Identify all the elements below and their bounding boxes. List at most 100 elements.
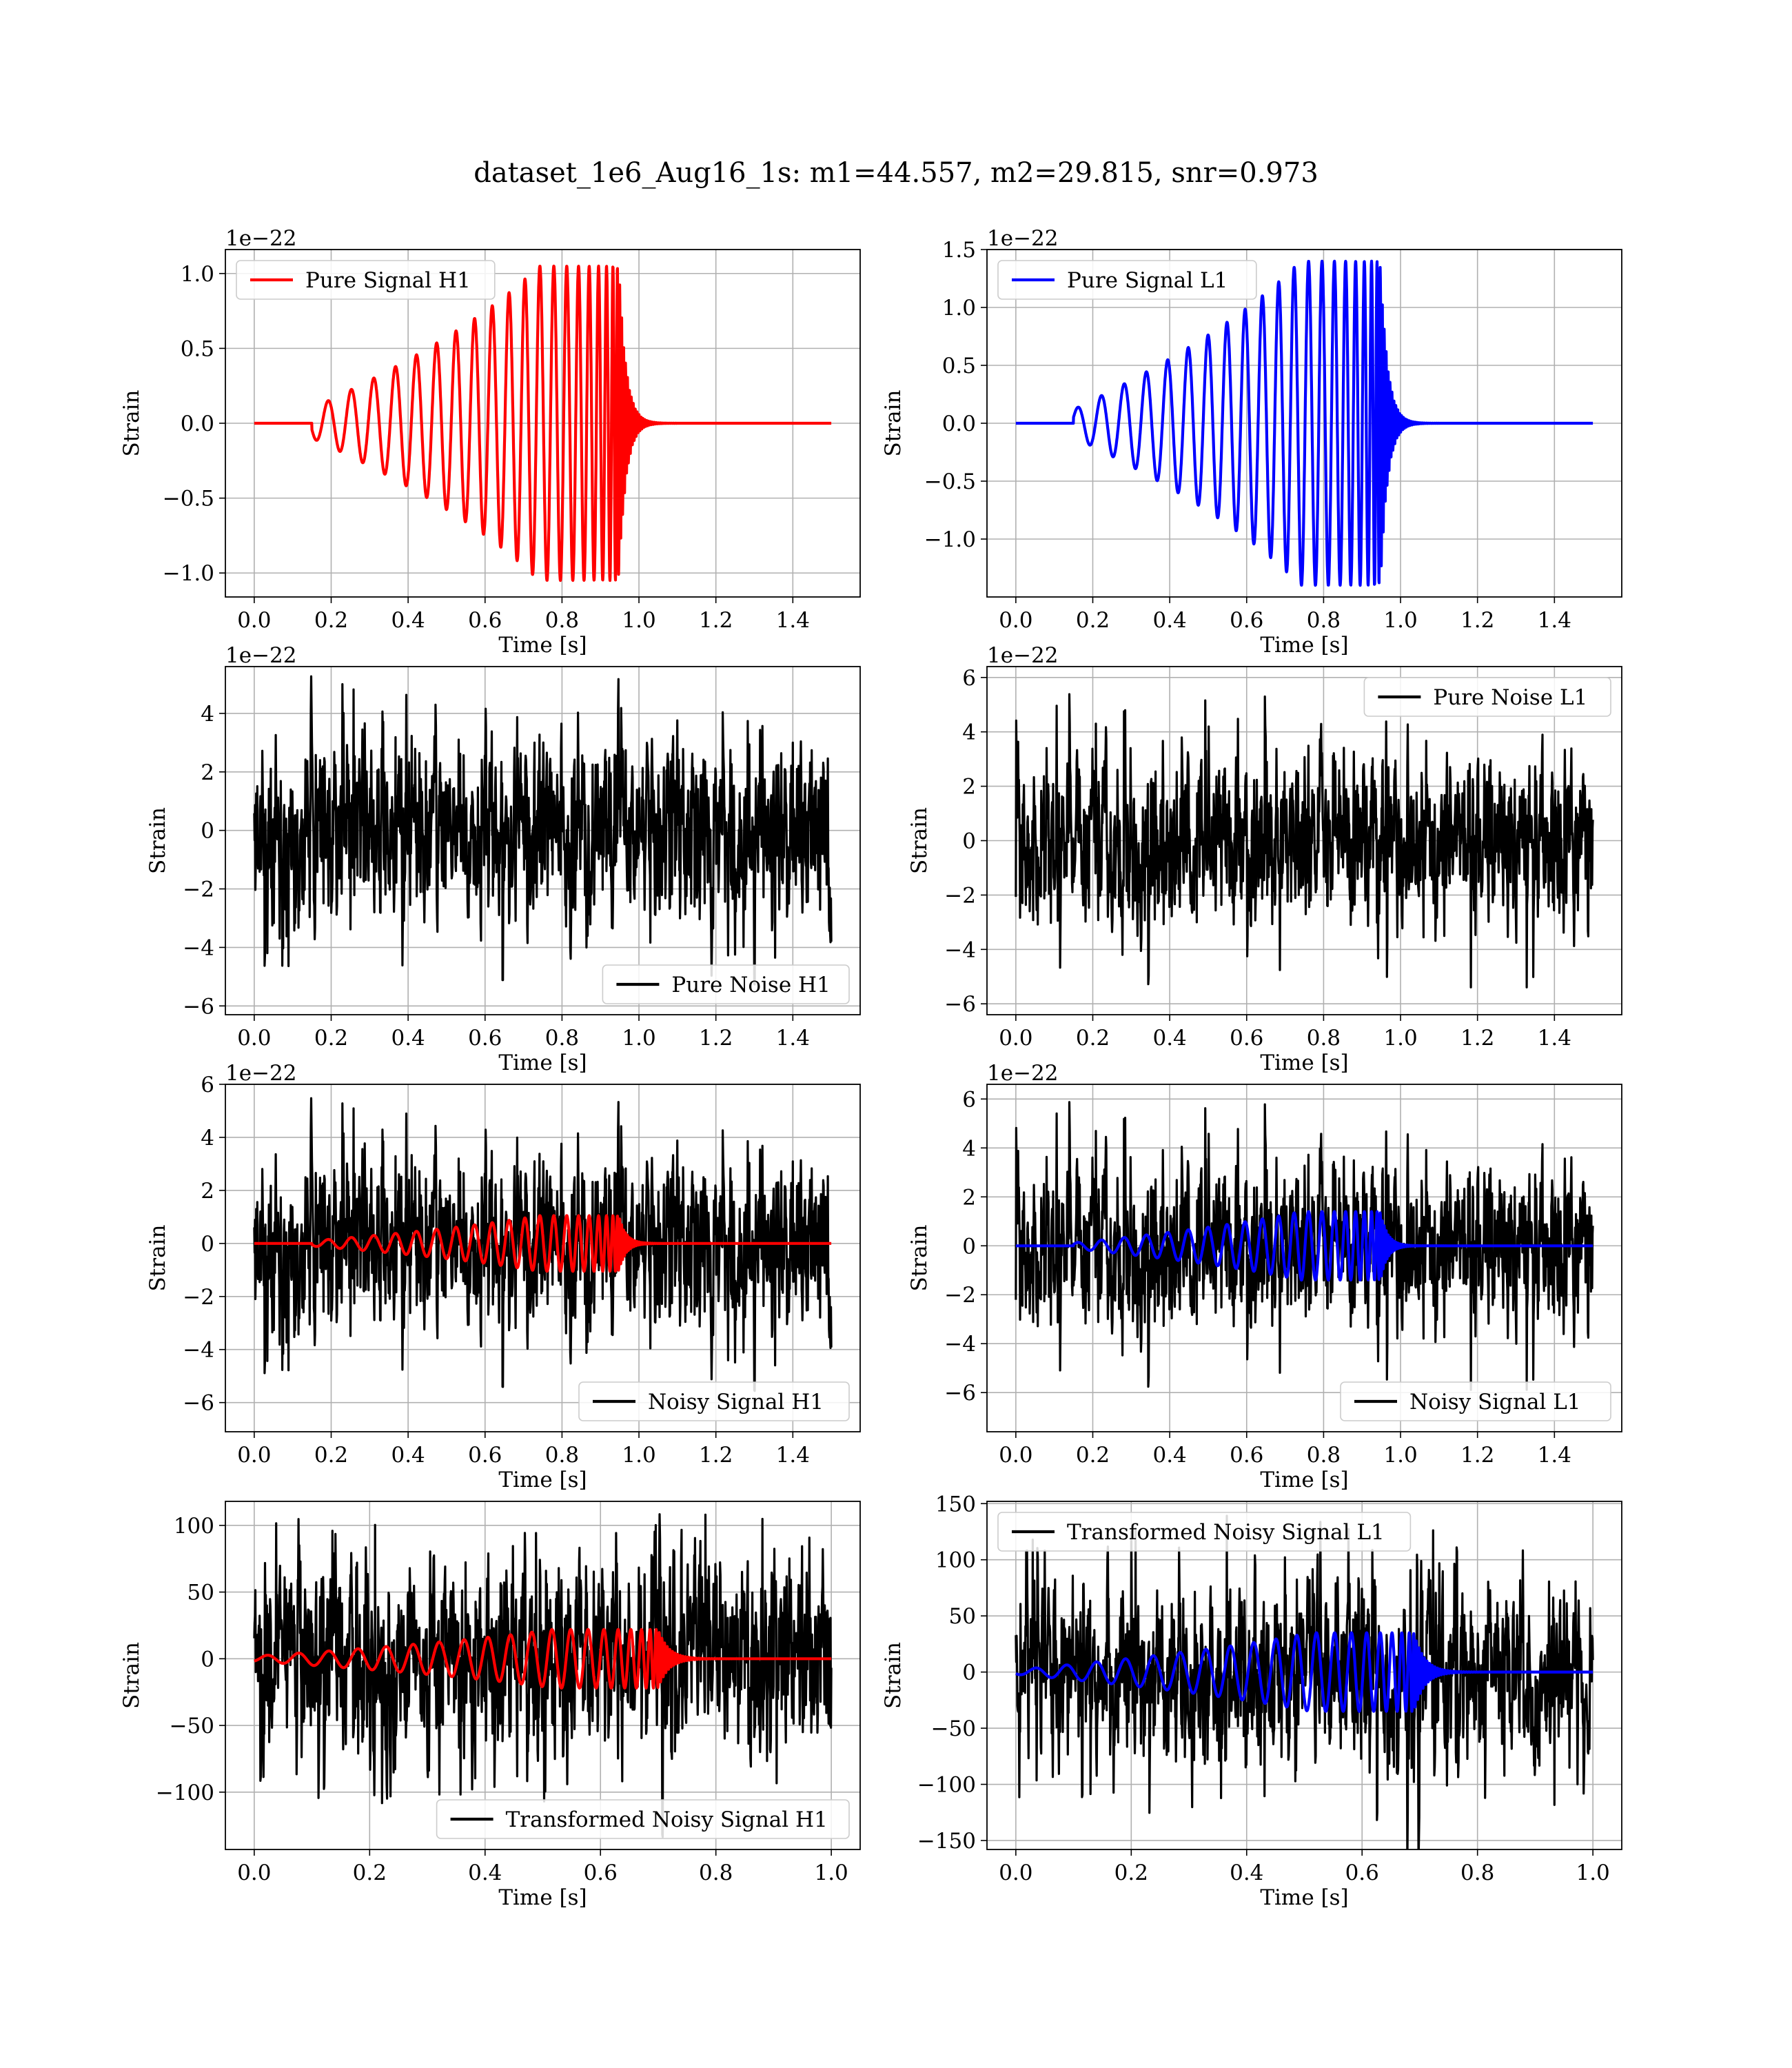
x-tick-label: 1.2 (699, 1026, 733, 1051)
x-tick-label: 0.2 (353, 1861, 387, 1885)
x-tick-label: 1.4 (776, 1026, 810, 1051)
x-tick-label: 0.2 (314, 1443, 348, 1468)
x-tick-label: 1.0 (622, 1026, 655, 1051)
y-tick-label: −4 (944, 937, 976, 962)
legend-label: Transformed Noisy Signal L1 (1067, 1520, 1385, 1545)
series-line-pure-noise-l1 (1015, 693, 1594, 989)
x-tick-label: 0.4 (391, 1026, 425, 1051)
x-tick-label: 0.6 (1345, 1861, 1379, 1885)
legend-box (436, 1799, 850, 1839)
y-offset-text: 1e−22 (987, 643, 1059, 668)
x-tick-label: 1.2 (699, 608, 733, 633)
x-tick-label: 1.2 (1460, 1443, 1494, 1468)
legend: Transformed Noisy Signal L1 (997, 1512, 1412, 1552)
legend: Pure Noise L1 (1363, 677, 1611, 717)
legend-label: Pure Signal L1 (1067, 268, 1228, 293)
y-tick-label: −2 (183, 1285, 214, 1310)
x-tick-label: 1.0 (1383, 608, 1417, 633)
y-tick-label: 2 (962, 1185, 976, 1210)
subplot-row1-left: 0.0 0.2 0.4 0.6 0.8 1.0 1.2 1.4 −1.0 −0.5 0.0 0.5 1.… (119, 226, 861, 658)
x-tick-label: 0.0 (237, 608, 271, 633)
y-tick-label: −0.5 (163, 487, 214, 511)
y-tick-label: 4 (962, 720, 976, 745)
y-tick-label: −50 (170, 1714, 214, 1738)
y-tick-label: 6 (962, 1087, 976, 1112)
y-axis-label: Strain (145, 1225, 170, 1292)
x-tick-label: 0.8 (545, 608, 579, 633)
x-tick-label: 1.4 (1538, 1443, 1571, 1468)
subplot-row2-right: 0.0 0.2 0.4 0.6 0.8 1.0 1.2 1.4 −6 −4 −2 0 2 4 6 Time [… (907, 643, 1622, 1075)
subplot-row1-right: 0.0 0.2 0.4 0.6 0.8 1.0 1.2 1.4 −1.0 −0.5 0.0 0.5 1.… (881, 226, 1622, 658)
x-tick-label: 0.2 (314, 608, 348, 633)
y-tick-label: −100 (156, 1781, 214, 1805)
x-tick-label: 0.8 (545, 1026, 579, 1051)
x-tick-label: 1.2 (1460, 1026, 1494, 1051)
y-tick-label: 4 (201, 1126, 214, 1150)
legend-box (578, 1381, 850, 1421)
series-line-noisy-signal-h1 (253, 1097, 833, 1392)
x-tick-label: 0.0 (237, 1026, 271, 1051)
x-tick-label: 0.2 (314, 1026, 348, 1051)
y-tick-label: 50 (187, 1581, 214, 1605)
series-line-transformed-noisy-signal-h1 (253, 1513, 833, 1838)
y-tick-label: −2 (183, 878, 214, 902)
y-tick-label: 1.5 (942, 238, 976, 263)
legend-label: Pure Noise H1 (671, 973, 830, 997)
y-tick-label: −150 (917, 1829, 976, 1854)
x-tick-label: 1.0 (622, 1443, 655, 1468)
x-tick-label: 1.4 (1538, 1026, 1571, 1051)
y-tick-label: 0 (962, 1661, 976, 1685)
y-axis-label: Strain (119, 390, 144, 457)
y-tick-label: −4 (183, 1338, 214, 1363)
legend-box (602, 964, 850, 1004)
y-tick-label: 0.0 (181, 412, 214, 436)
axes-frame (225, 666, 861, 1015)
subplot-row3-left: 0.0 0.2 0.4 0.6 0.8 1.0 1.2 1.4 −6 −4 −2 0 2 4 6 Time [… (145, 1061, 861, 1492)
y-tick-label: −2 (944, 883, 976, 908)
y-tick-label: 0 (962, 1234, 976, 1259)
x-tick-label: 0.4 (391, 608, 425, 633)
y-tick-label: 0 (962, 829, 976, 854)
subplot-row4-left: 0.0 0.2 0.4 0.6 0.8 1.0 −100 −50 0 50 100 Time [s] S… (119, 1501, 861, 1910)
legend-box (236, 260, 496, 300)
legend-label: Pure Noise L1 (1433, 685, 1587, 710)
x-tick-label: 1.0 (1576, 1861, 1609, 1885)
y-tick-label: 0 (201, 1647, 214, 1672)
series-line-transformed-noisy-signal-l1 (1015, 1514, 1594, 1849)
legend-label: Pure Signal H1 (305, 268, 471, 293)
legend: Pure Signal L1 (997, 260, 1257, 300)
legend: Noisy Signal H1 (578, 1381, 850, 1421)
x-tick-label: 0.6 (468, 1443, 502, 1468)
x-tick-label: 1.0 (622, 608, 655, 633)
x-tick-label: 0.0 (999, 1026, 1032, 1051)
legend: Noisy Signal L1 (1340, 1381, 1611, 1421)
series-line-signal-overlay-6 (253, 1628, 833, 1690)
x-tick-label: 1.0 (1383, 1026, 1417, 1051)
y-axis-label: Strain (907, 1225, 932, 1292)
axes-frame (225, 1501, 861, 1850)
y-tick-label: 0.0 (942, 412, 976, 436)
y-offset-text: 1e−22 (225, 226, 297, 251)
x-tick-label: 0.6 (1230, 1443, 1263, 1468)
y-tick-label: −0.5 (924, 469, 976, 494)
y-tick-label: 2 (201, 760, 214, 785)
x-tick-label: 1.2 (699, 1443, 733, 1468)
y-tick-label: −4 (183, 935, 214, 960)
legend-label: Noisy Signal L1 (1409, 1390, 1581, 1415)
x-tick-label: 0.4 (1152, 1026, 1186, 1051)
x-tick-label: 1.0 (1383, 1443, 1417, 1468)
y-tick-label: 4 (201, 702, 214, 727)
legend-box (1340, 1381, 1611, 1421)
y-tick-label: 100 (935, 1548, 976, 1573)
y-axis-label: Strain (119, 1642, 144, 1709)
x-tick-label: 0.4 (391, 1443, 425, 1468)
x-tick-label: 0.4 (1230, 1861, 1263, 1885)
y-tick-label: −1.0 (924, 527, 976, 552)
y-tick-label: 6 (962, 666, 976, 691)
y-offset-text: 1e−22 (987, 226, 1059, 251)
axes-frame (225, 1084, 861, 1432)
y-tick-label: 4 (962, 1136, 976, 1161)
x-tick-label: 0.8 (699, 1861, 733, 1885)
y-tick-label: −6 (183, 994, 214, 1019)
